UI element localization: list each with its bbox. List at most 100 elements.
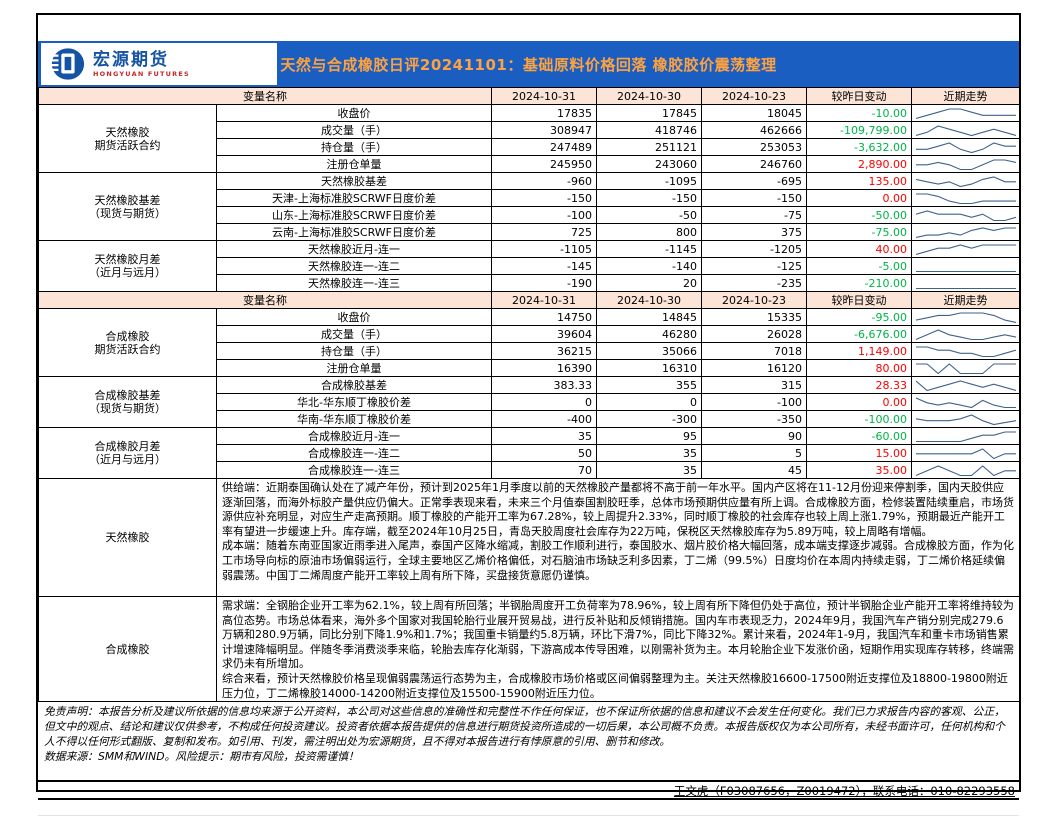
column-header-date: 2024-10-30 <box>596 291 702 309</box>
change-cell: -75.00 <box>806 223 912 241</box>
analysis-text: 供给端：近期泰国确认处在了减产年份，预计到2025年1月季度以前的天然橡胶产量都… <box>216 478 1020 597</box>
value-cell: 315 <box>701 376 807 394</box>
value-cell: -695 <box>701 172 807 190</box>
column-header-date: 2024-10-31 <box>491 87 597 105</box>
row-label: 合成橡胶连一-连三 <box>216 461 492 479</box>
change-cell: 0.00 <box>806 393 912 411</box>
row-label: 成交量（手） <box>216 325 492 343</box>
bottom-gridlines <box>38 800 1019 816</box>
value-cell: 18045 <box>701 104 807 122</box>
trend-sparkline <box>915 379 1016 391</box>
trend-sparkline <box>915 328 1016 340</box>
group-label: 合成橡胶月差 （近月与远月） <box>38 427 217 479</box>
group-label: 合成橡胶基差 （现货与期货） <box>38 376 217 428</box>
change-cell: -6,676.00 <box>806 325 912 343</box>
analysis-row: 合成橡胶 需求端：全钢胎企业开工率为62.1%，较上周有所回落；半钢胎周度开工负荷… <box>38 595 1020 703</box>
value-cell: 17835 <box>491 104 597 122</box>
change-cell: 0.00 <box>806 189 912 207</box>
top-spacer <box>38 15 1019 41</box>
value-cell: -350 <box>701 410 807 428</box>
column-header-date: 2024-10-23 <box>701 87 807 105</box>
trend-sparkline <box>915 192 1016 204</box>
value-cell: -125 <box>701 257 807 275</box>
change-cell: -3,632.00 <box>806 138 912 156</box>
value-cell: 245950 <box>491 155 597 173</box>
trend-sparkline <box>915 243 1016 255</box>
row-label: 天然橡胶连一-连三 <box>216 274 492 292</box>
value-cell: 35066 <box>596 342 702 360</box>
report-sheet: 宏源期货 HONGYUAN FUTURES 天然与合成橡胶日评20241101：… <box>36 13 1021 816</box>
sparkline-cell <box>911 257 1020 275</box>
report-header-band: 宏源期货 HONGYUAN FUTURES 天然与合成橡胶日评20241101：… <box>38 41 1019 87</box>
change-cell: 28.33 <box>806 376 912 394</box>
change-cell: 15.00 <box>806 444 912 462</box>
change-cell: 135.00 <box>806 172 912 190</box>
value-cell: 45 <box>701 461 807 479</box>
value-cell: 20 <box>596 274 702 292</box>
value-cell: 35 <box>596 444 702 462</box>
value-cell: 355 <box>596 376 702 394</box>
change-cell: -109,799.00 <box>806 121 912 139</box>
row-label: 华北-华东顺丁橡胶价差 <box>216 393 492 411</box>
column-header-trend: 近期走势 <box>911 291 1020 309</box>
value-cell: 5 <box>701 444 807 462</box>
value-cell: 16390 <box>491 359 597 377</box>
value-cell: -960 <box>491 172 597 190</box>
value-cell: 16120 <box>701 359 807 377</box>
value-cell: 26028 <box>701 325 807 343</box>
row-label: 天然橡胶近月-连一 <box>216 240 492 258</box>
value-cell: -50 <box>596 206 702 224</box>
table-row: 天然橡胶月差 （近月与远月） 天然橡胶近月-连一 -1105 -1145 -1205 40… <box>38 240 1020 292</box>
value-cell: 95 <box>596 427 702 445</box>
value-cell: 36215 <box>491 342 597 360</box>
trend-sparkline <box>915 311 1016 323</box>
value-cell: 35 <box>491 427 597 445</box>
column-header-date: 2024-10-30 <box>596 87 702 105</box>
sparkline-cell <box>911 172 1020 190</box>
table-row: 合成橡胶连一-连三 70 35 45 35.00 <box>39 461 1020 479</box>
row-label: 持仓量（手） <box>216 138 492 156</box>
table-row: 合成橡胶连一-连二 50 35 5 15.00 <box>39 444 1020 462</box>
row-label: 云南-上海标准胶SCRWF日度价差 <box>216 223 492 241</box>
sparkline-cell <box>911 325 1020 343</box>
table-row: 天然橡胶 期货活跃合约 收盘价 17835 17845 18045 -10.00 <box>38 104 1020 173</box>
change-cell: -100.00 <box>806 410 912 428</box>
sparkline-cell <box>911 427 1020 445</box>
trend-sparkline <box>915 226 1016 238</box>
disclaimer: 免责声明：本报告分析及建议所依据的信息均来源于公开资料，本公司对这些信息的准确性… <box>38 702 1019 783</box>
group-label: 天然橡胶月差 （近月与远月） <box>38 240 217 292</box>
trend-sparkline <box>915 345 1016 357</box>
trend-sparkline <box>915 175 1016 187</box>
sparkline-cell <box>911 223 1020 241</box>
row-label: 收盘价 <box>216 104 492 122</box>
value-cell: 90 <box>701 427 807 445</box>
value-cell: 418746 <box>596 121 702 139</box>
trend-sparkline <box>915 270 1016 272</box>
change-cell: 80.00 <box>806 359 912 377</box>
table-row: 天津-上海标准胶SCRWF日度价差 -150 -150 -150 0.00 <box>39 189 1020 207</box>
trend-sparkline <box>915 447 1016 459</box>
group-label: 天然橡胶基差 （现货与期货） <box>38 172 217 241</box>
column-header-date: 2024-10-23 <box>701 291 807 309</box>
change-cell: -50.00 <box>806 206 912 224</box>
row-label: 注册仓单量 <box>216 155 492 173</box>
row-label: 天然橡胶基差 <box>216 172 492 190</box>
trend-sparkline <box>915 362 1016 374</box>
disclaimer-source: 数据来源：SMM和WIND。风险提示：期市有风险，投资需谨慎！ <box>44 749 359 763</box>
row-label: 山东-上海标准胶SCRWF日度价差 <box>216 206 492 224</box>
value-cell: -1105 <box>491 240 597 258</box>
table-row: 合成橡胶月差 （近月与远月） 合成橡胶近月-连一 35 95 90 -60.00 <box>38 427 1020 479</box>
value-cell: -1095 <box>596 172 702 190</box>
value-cell: -150 <box>596 189 702 207</box>
value-cell: 17845 <box>596 104 702 122</box>
sparkline-cell <box>911 308 1020 326</box>
sparkline-cell <box>911 393 1020 411</box>
table-header-row: 变量名称 2024-10-31 2024-10-30 2024-10-23 较昨日变动近… <box>38 87 1020 105</box>
column-header-date: 2024-10-31 <box>491 291 597 309</box>
report-title: 天然与合成橡胶日评20241101：基础原料价格回落 橡胶胶价震荡整理 <box>280 55 777 74</box>
table-row: 成交量（手） 39604 46280 26028 -6,676.00 <box>39 325 1020 343</box>
table-header-row: 变量名称 2024-10-31 2024-10-30 2024-10-23 较昨日变动近… <box>38 291 1020 309</box>
row-label: 合成橡胶基差 <box>216 376 492 394</box>
table-row: 合成橡胶 期货活跃合约 收盘价 14750 14845 15335 -95.00 <box>38 308 1020 377</box>
column-header-trend: 近期走势 <box>911 87 1020 105</box>
